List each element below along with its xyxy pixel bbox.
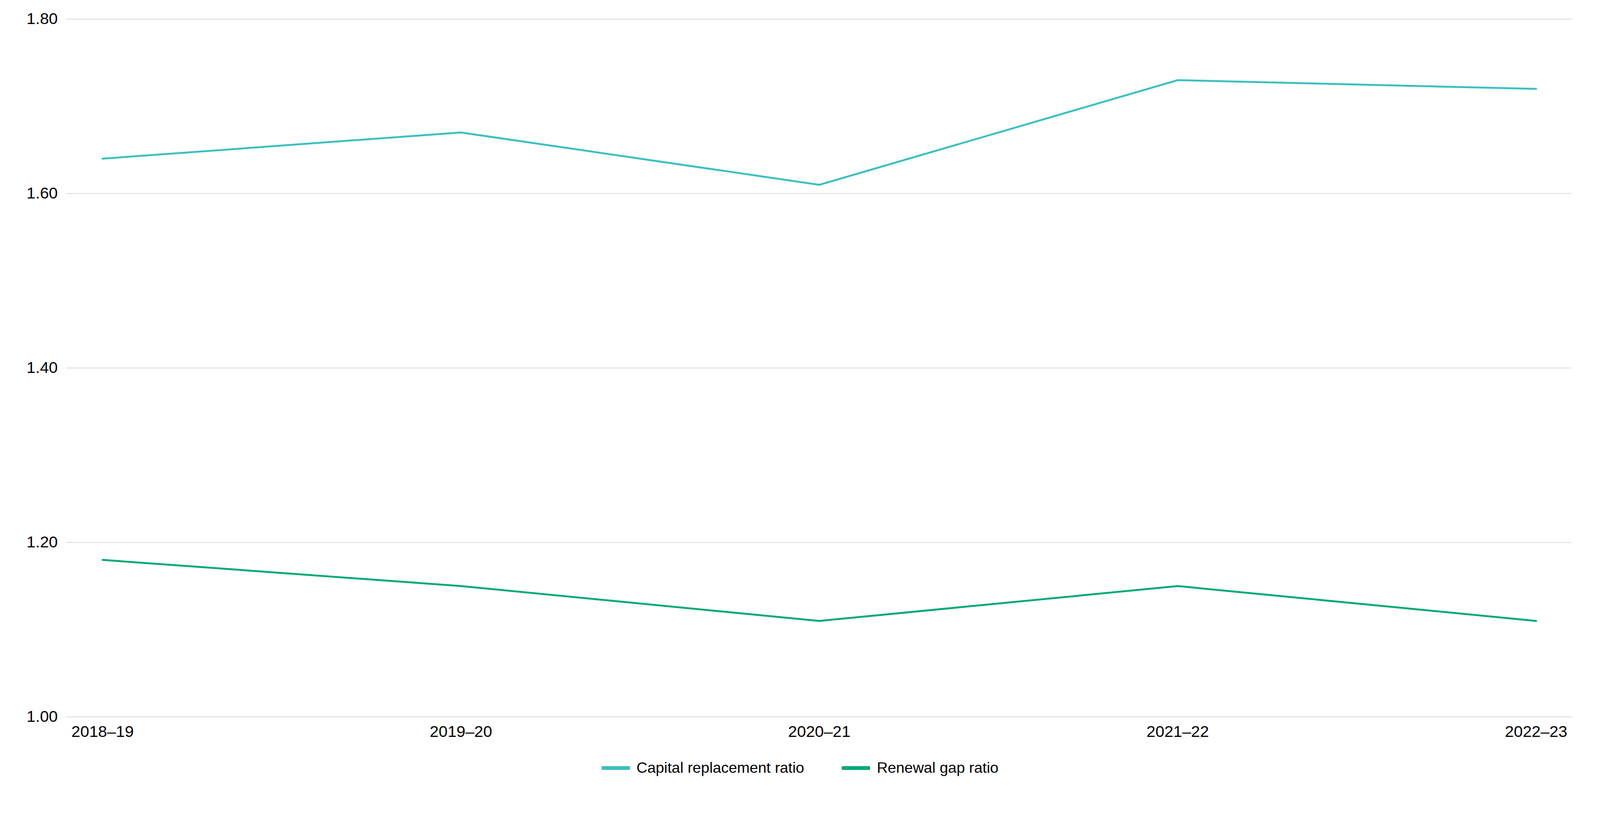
svg-text:2022–23: 2022–23 <box>1504 722 1567 741</box>
svg-text:1.20: 1.20 <box>26 532 58 551</box>
html-text:Capital replacement ratio: Capital replacement ratio <box>636 759 805 777</box>
svg-text:2021–22: 2021–22 <box>1146 722 1209 741</box>
svg-text:2019–20: 2019–20 <box>429 722 492 741</box>
html-text:Renewal gap ratio: Renewal gap ratio <box>876 759 999 777</box>
svg-text:2018–19: 2018–19 <box>71 722 134 741</box>
svg-text:1.80: 1.80 <box>26 9 58 28</box>
svg-text:1.00: 1.00 <box>26 707 58 726</box>
svg-text:1.40: 1.40 <box>26 358 58 377</box>
svg-text:1.60: 1.60 <box>26 183 58 202</box>
svg-text:2020–21: 2020–21 <box>787 722 851 741</box>
